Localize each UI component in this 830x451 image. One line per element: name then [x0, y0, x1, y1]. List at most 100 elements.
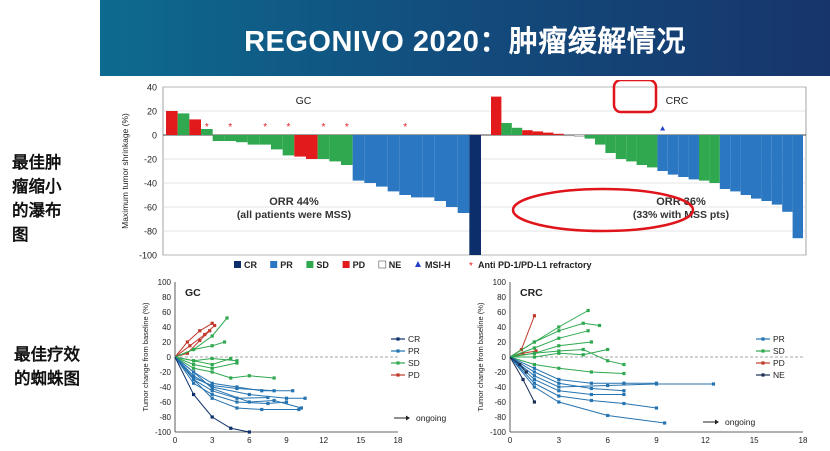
legend-msi-marker: [415, 261, 421, 267]
crc-spider-point: [532, 377, 537, 382]
crc-spider-point: [622, 362, 626, 367]
crc-spider-line: [509, 330, 589, 358]
crc-spider-point: [557, 349, 561, 353]
legend-ref-label: Anti PD-1/PD-L1 refractory: [478, 260, 592, 270]
gc-waterfall-bar: [201, 129, 213, 135]
waterfall-y-tick-label: 20: [147, 107, 157, 117]
crc-spider-point: [532, 362, 537, 367]
crc-spider-point: [557, 400, 561, 404]
crc-spider-point: [532, 346, 537, 350]
gc-waterfall-bar: [306, 135, 318, 159]
crc-waterfall-bar: [605, 135, 616, 153]
gc-spider-y-tick-label: -20: [159, 368, 171, 377]
crc-spider-point: [606, 359, 610, 363]
crc-spider-point: [606, 383, 610, 388]
crc-waterfall-bar: [730, 135, 741, 192]
gc-waterfall-bar: [411, 135, 423, 198]
crc-waterfall-bar: [501, 123, 512, 135]
crc-waterfall-bar: [563, 134, 575, 137]
crc-spider-point: [581, 321, 585, 325]
crc-spider-panel-label: CRC: [520, 287, 543, 299]
crc-spider-line: [509, 356, 657, 384]
gc-waterfall-bar: [329, 135, 341, 162]
gc-waterfall-bar: [294, 135, 306, 157]
crc-waterfall-bar: [751, 135, 762, 199]
gc-waterfall-bar: [282, 135, 295, 156]
crc-waterfall-bar: [511, 127, 523, 135]
gc-spider-x-tick-label: 18: [394, 436, 403, 445]
gc-waterfall-bar: [469, 135, 481, 255]
crc-spider-x-tick-label: 15: [750, 436, 759, 445]
gc-spider-legend-label: SD: [408, 358, 420, 368]
gc-spider-point: [260, 407, 264, 412]
gc-refractory-marker: *: [287, 122, 291, 133]
gc-spider-point: [229, 376, 233, 380]
gc-spider-point: [191, 370, 196, 374]
waterfall-label-line-4: 图: [12, 225, 29, 244]
crc-spider-legend-label: PR: [773, 334, 785, 344]
gc-waterfall-bar: [341, 135, 353, 165]
waterfall-y-tick-label: -20: [144, 155, 157, 165]
crc-spider-point: [532, 355, 537, 359]
gc-spider-line: [174, 356, 287, 405]
crc-spider-point: [622, 401, 626, 406]
gc-spider-x-tick-label: 12: [319, 436, 328, 445]
crc-spider-point: [622, 389, 626, 393]
gc-waterfall-bar: [446, 135, 458, 207]
legend-cr-swatch: [234, 261, 241, 268]
crc-spider-point: [586, 329, 590, 333]
gc-orr-text: ORR 44%: [269, 196, 319, 208]
crc-waterfall-bar: [792, 135, 803, 239]
gc-spider-point: [235, 359, 239, 363]
gc-spider-point: [185, 351, 189, 355]
gc-spider-point: [235, 361, 239, 365]
crc-spider-legend-label: SD: [773, 346, 785, 356]
gc-spider-point: [210, 370, 214, 374]
gc-spider-point: [191, 392, 196, 397]
crc-orr-text: ORR 36%: [656, 196, 706, 208]
gc-waterfall-bar: [352, 135, 365, 181]
gc-spider-point: [297, 407, 301, 412]
gc-spider-x-tick-label: 9: [284, 436, 289, 445]
crc-spider-line: [509, 356, 714, 388]
waterfall-label-line-2: 瘤缩小: [12, 177, 62, 196]
gc-spider-point: [235, 396, 239, 400]
title-banner: REGONIVO 2020：肿瘤缓解情况: [100, 0, 830, 76]
legend-ne-swatch: [378, 260, 387, 269]
crc-spider-x-tick-label: 18: [799, 436, 808, 445]
gc-spider-panel-label: GC: [185, 287, 201, 299]
gc-spider-point: [210, 356, 214, 361]
crc-spider-y-tick-label: 0: [502, 353, 507, 362]
gc-spider-point: [266, 401, 270, 406]
crc-label-highlight-box: [612, 80, 658, 114]
gc-waterfall-bar: [457, 135, 470, 213]
gc-waterfall-bar: [434, 135, 446, 201]
gc-spider-point: [284, 396, 289, 400]
crc-orr-highlight-ellipse: [511, 187, 695, 233]
gc-panel-label: GC: [296, 95, 312, 107]
crc-waterfall-bar: [543, 132, 554, 135]
gc-spider-point: [235, 386, 239, 391]
crc-spider-point: [581, 353, 585, 357]
gc-spider-y-tick-label: 100: [158, 278, 172, 287]
legend-pr-label: PR: [280, 260, 293, 270]
gc-spider-line: [174, 356, 237, 362]
spider-label-line-1: 最佳疗效: [14, 345, 80, 364]
gc-spider-line: [174, 356, 238, 369]
page-title: REGONIVO 2020：肿瘤缓解情况: [244, 26, 686, 58]
gc-spider-point: [225, 316, 229, 320]
crc-spider-point: [557, 385, 561, 389]
waterfall-y-tick-label: -80: [144, 227, 157, 237]
crc-spider-point: [622, 371, 626, 376]
crc-spider-point: [532, 385, 537, 389]
waterfall-y-tick-label: -40: [144, 179, 157, 189]
waterfall-y-axis-label: Maximum tumor shrinkage (%): [120, 113, 130, 229]
crc-spider-line: [509, 348, 625, 365]
crc-spider-y-tick-label: -40: [494, 383, 506, 392]
crc-spider-x-tick-label: 9: [654, 436, 659, 445]
crc-waterfall-bar: [532, 131, 543, 135]
gc-spider-point: [210, 321, 214, 325]
gc-spider-point: [260, 389, 264, 393]
gc-spider-point: [210, 383, 214, 388]
gc-spider-point: [210, 396, 214, 400]
